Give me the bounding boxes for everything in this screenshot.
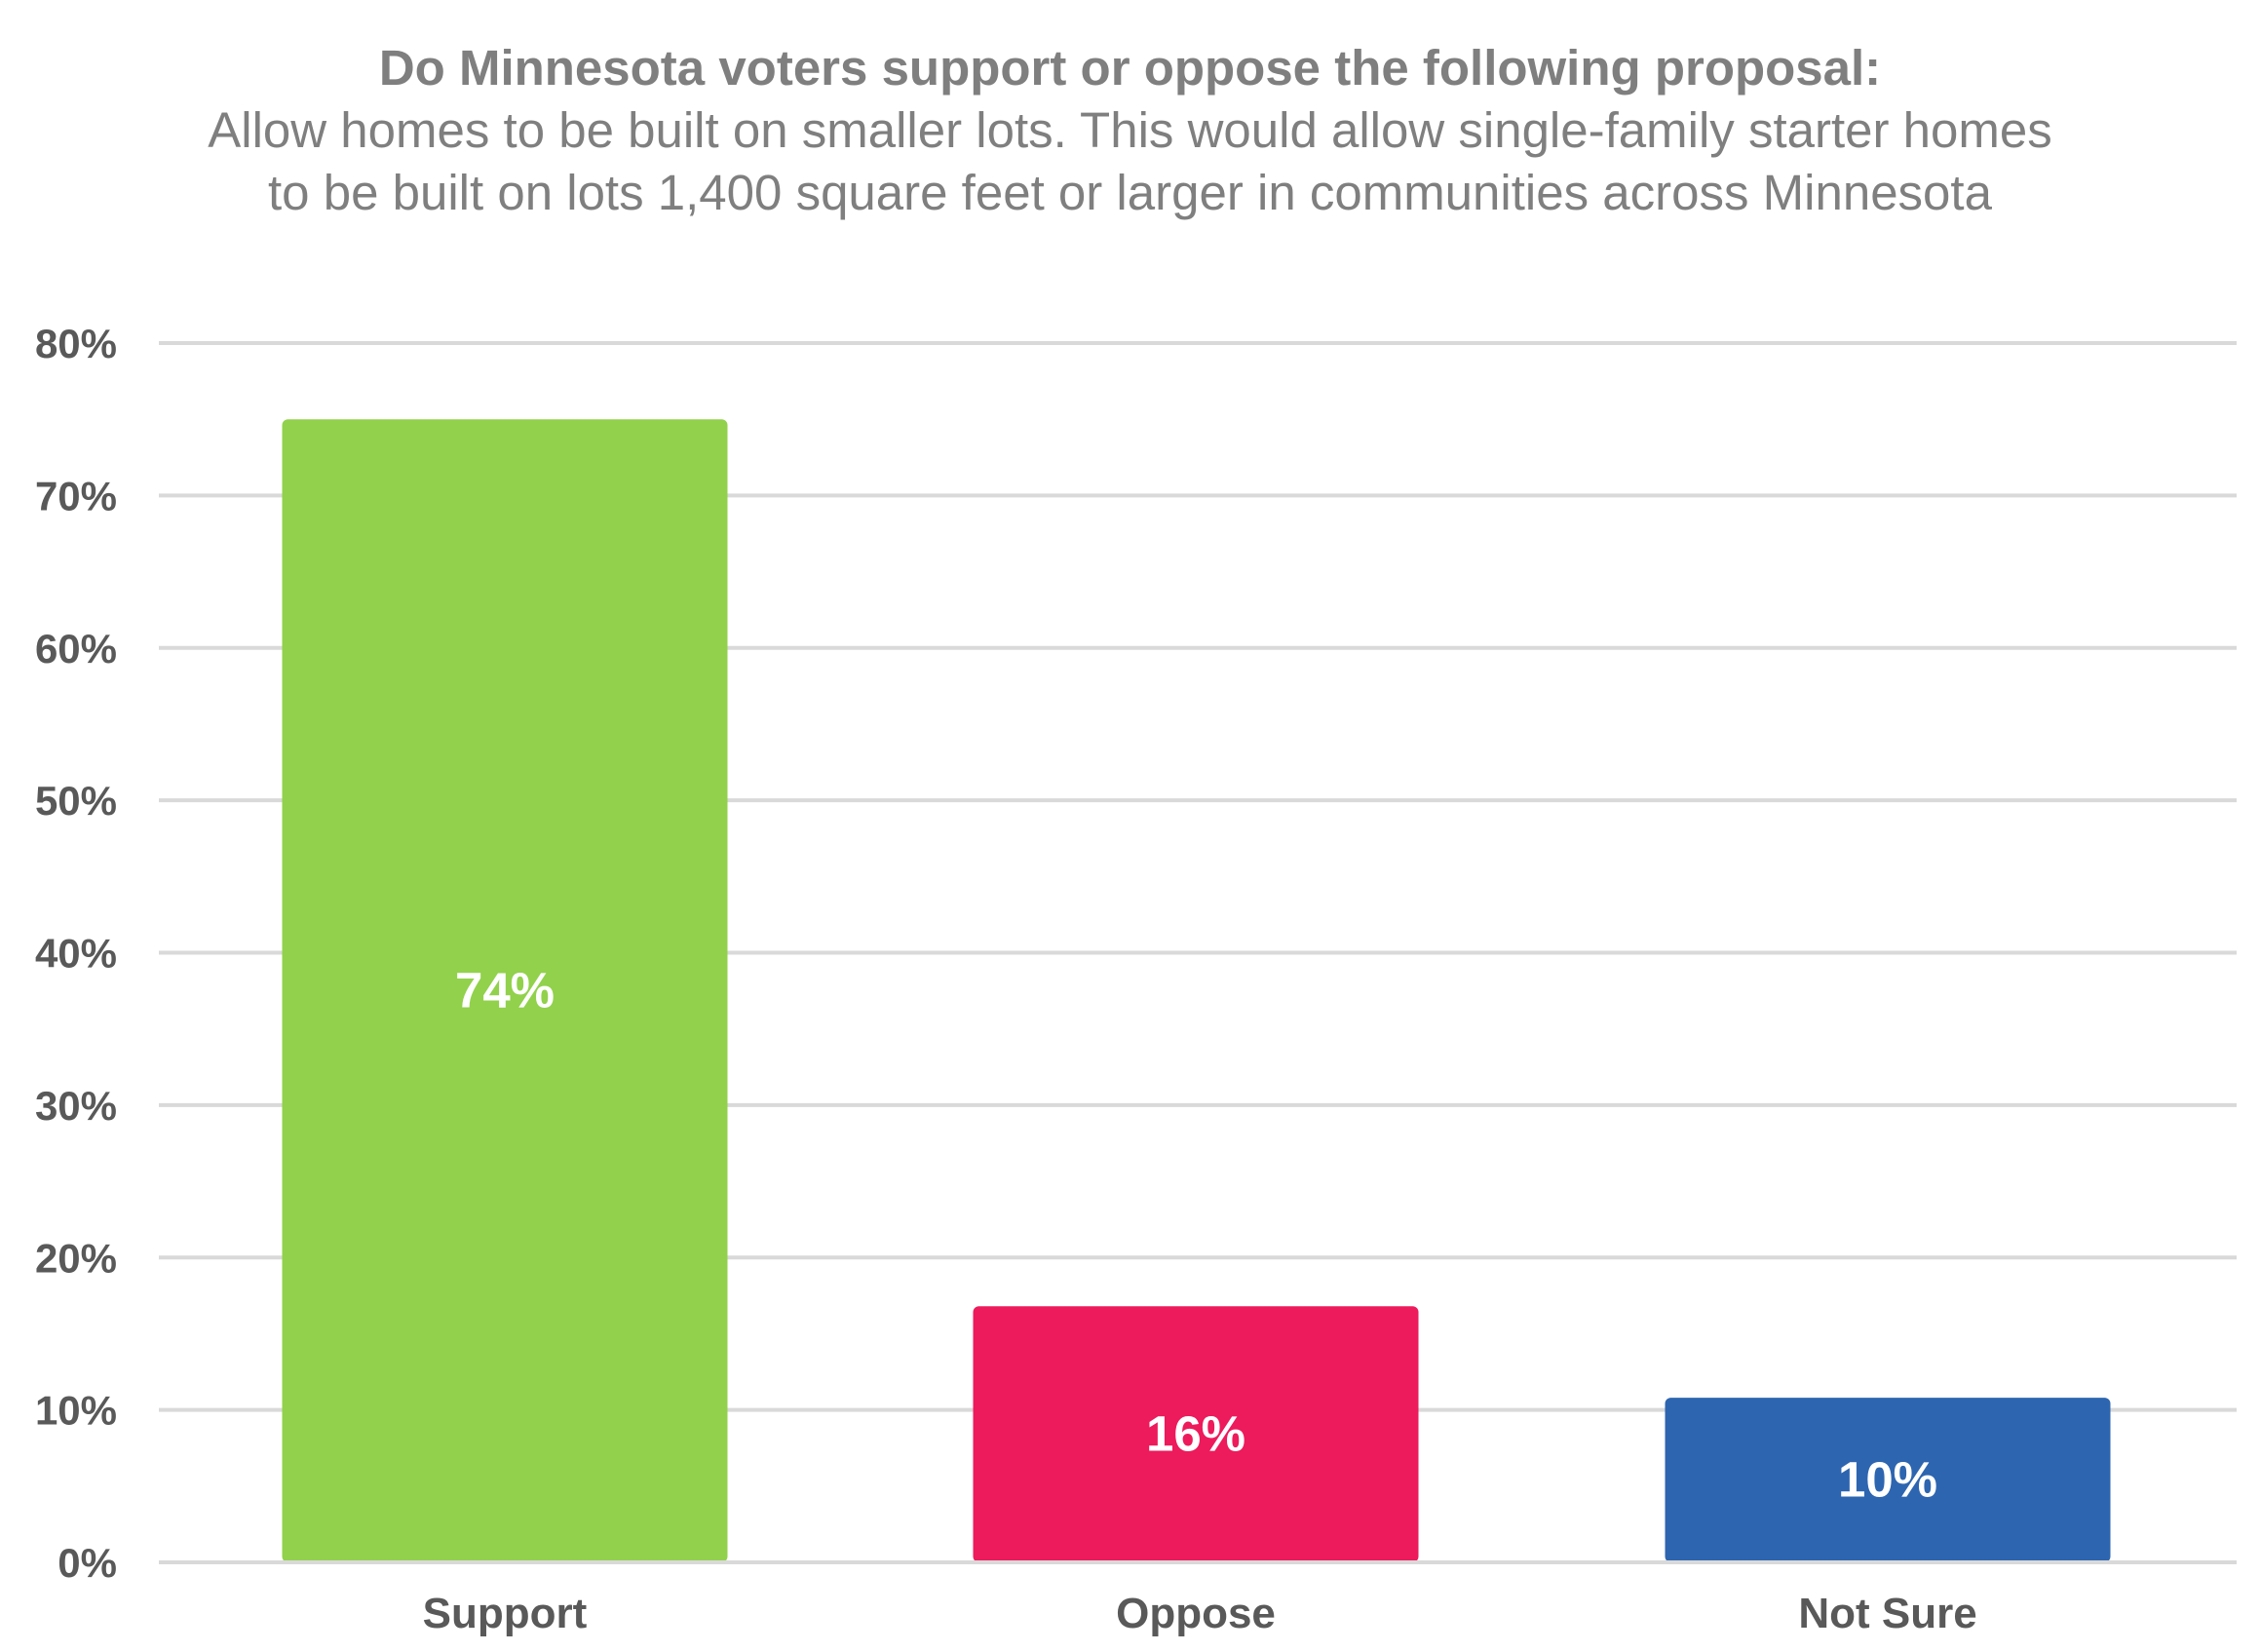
y-tick-label: 0% [57, 1540, 117, 1586]
bar-support [282, 419, 728, 1562]
y-tick-label: 20% [35, 1235, 117, 1281]
chart-subtitle: Allow homes to be built on smaller lots.… [208, 102, 2052, 220]
y-tick-label: 10% [35, 1388, 117, 1434]
chart-title: Do Minnesota voters support or oppose th… [378, 40, 1882, 96]
bar-oppose [973, 1306, 1419, 1562]
data-label: 10% [1838, 1452, 1937, 1508]
data-label: 74% [455, 963, 555, 1018]
y-tick-label: 50% [35, 778, 117, 824]
chart-title-block: Do Minnesota voters support or oppose th… [0, 37, 2260, 224]
x-tick-label: Not Sure [1798, 1590, 1976, 1637]
bar-not-sure [1665, 1398, 2111, 1562]
y-tick-label: 60% [35, 626, 117, 672]
x-tick-label: Support [423, 1590, 588, 1637]
x-tick-label: Oppose [1116, 1590, 1276, 1637]
y-tick-label: 30% [35, 1083, 117, 1129]
y-tick-label: 40% [35, 931, 117, 977]
y-tick-label: 70% [35, 473, 117, 519]
y-tick-label: 80% [35, 321, 117, 366]
data-label: 16% [1146, 1406, 1245, 1462]
